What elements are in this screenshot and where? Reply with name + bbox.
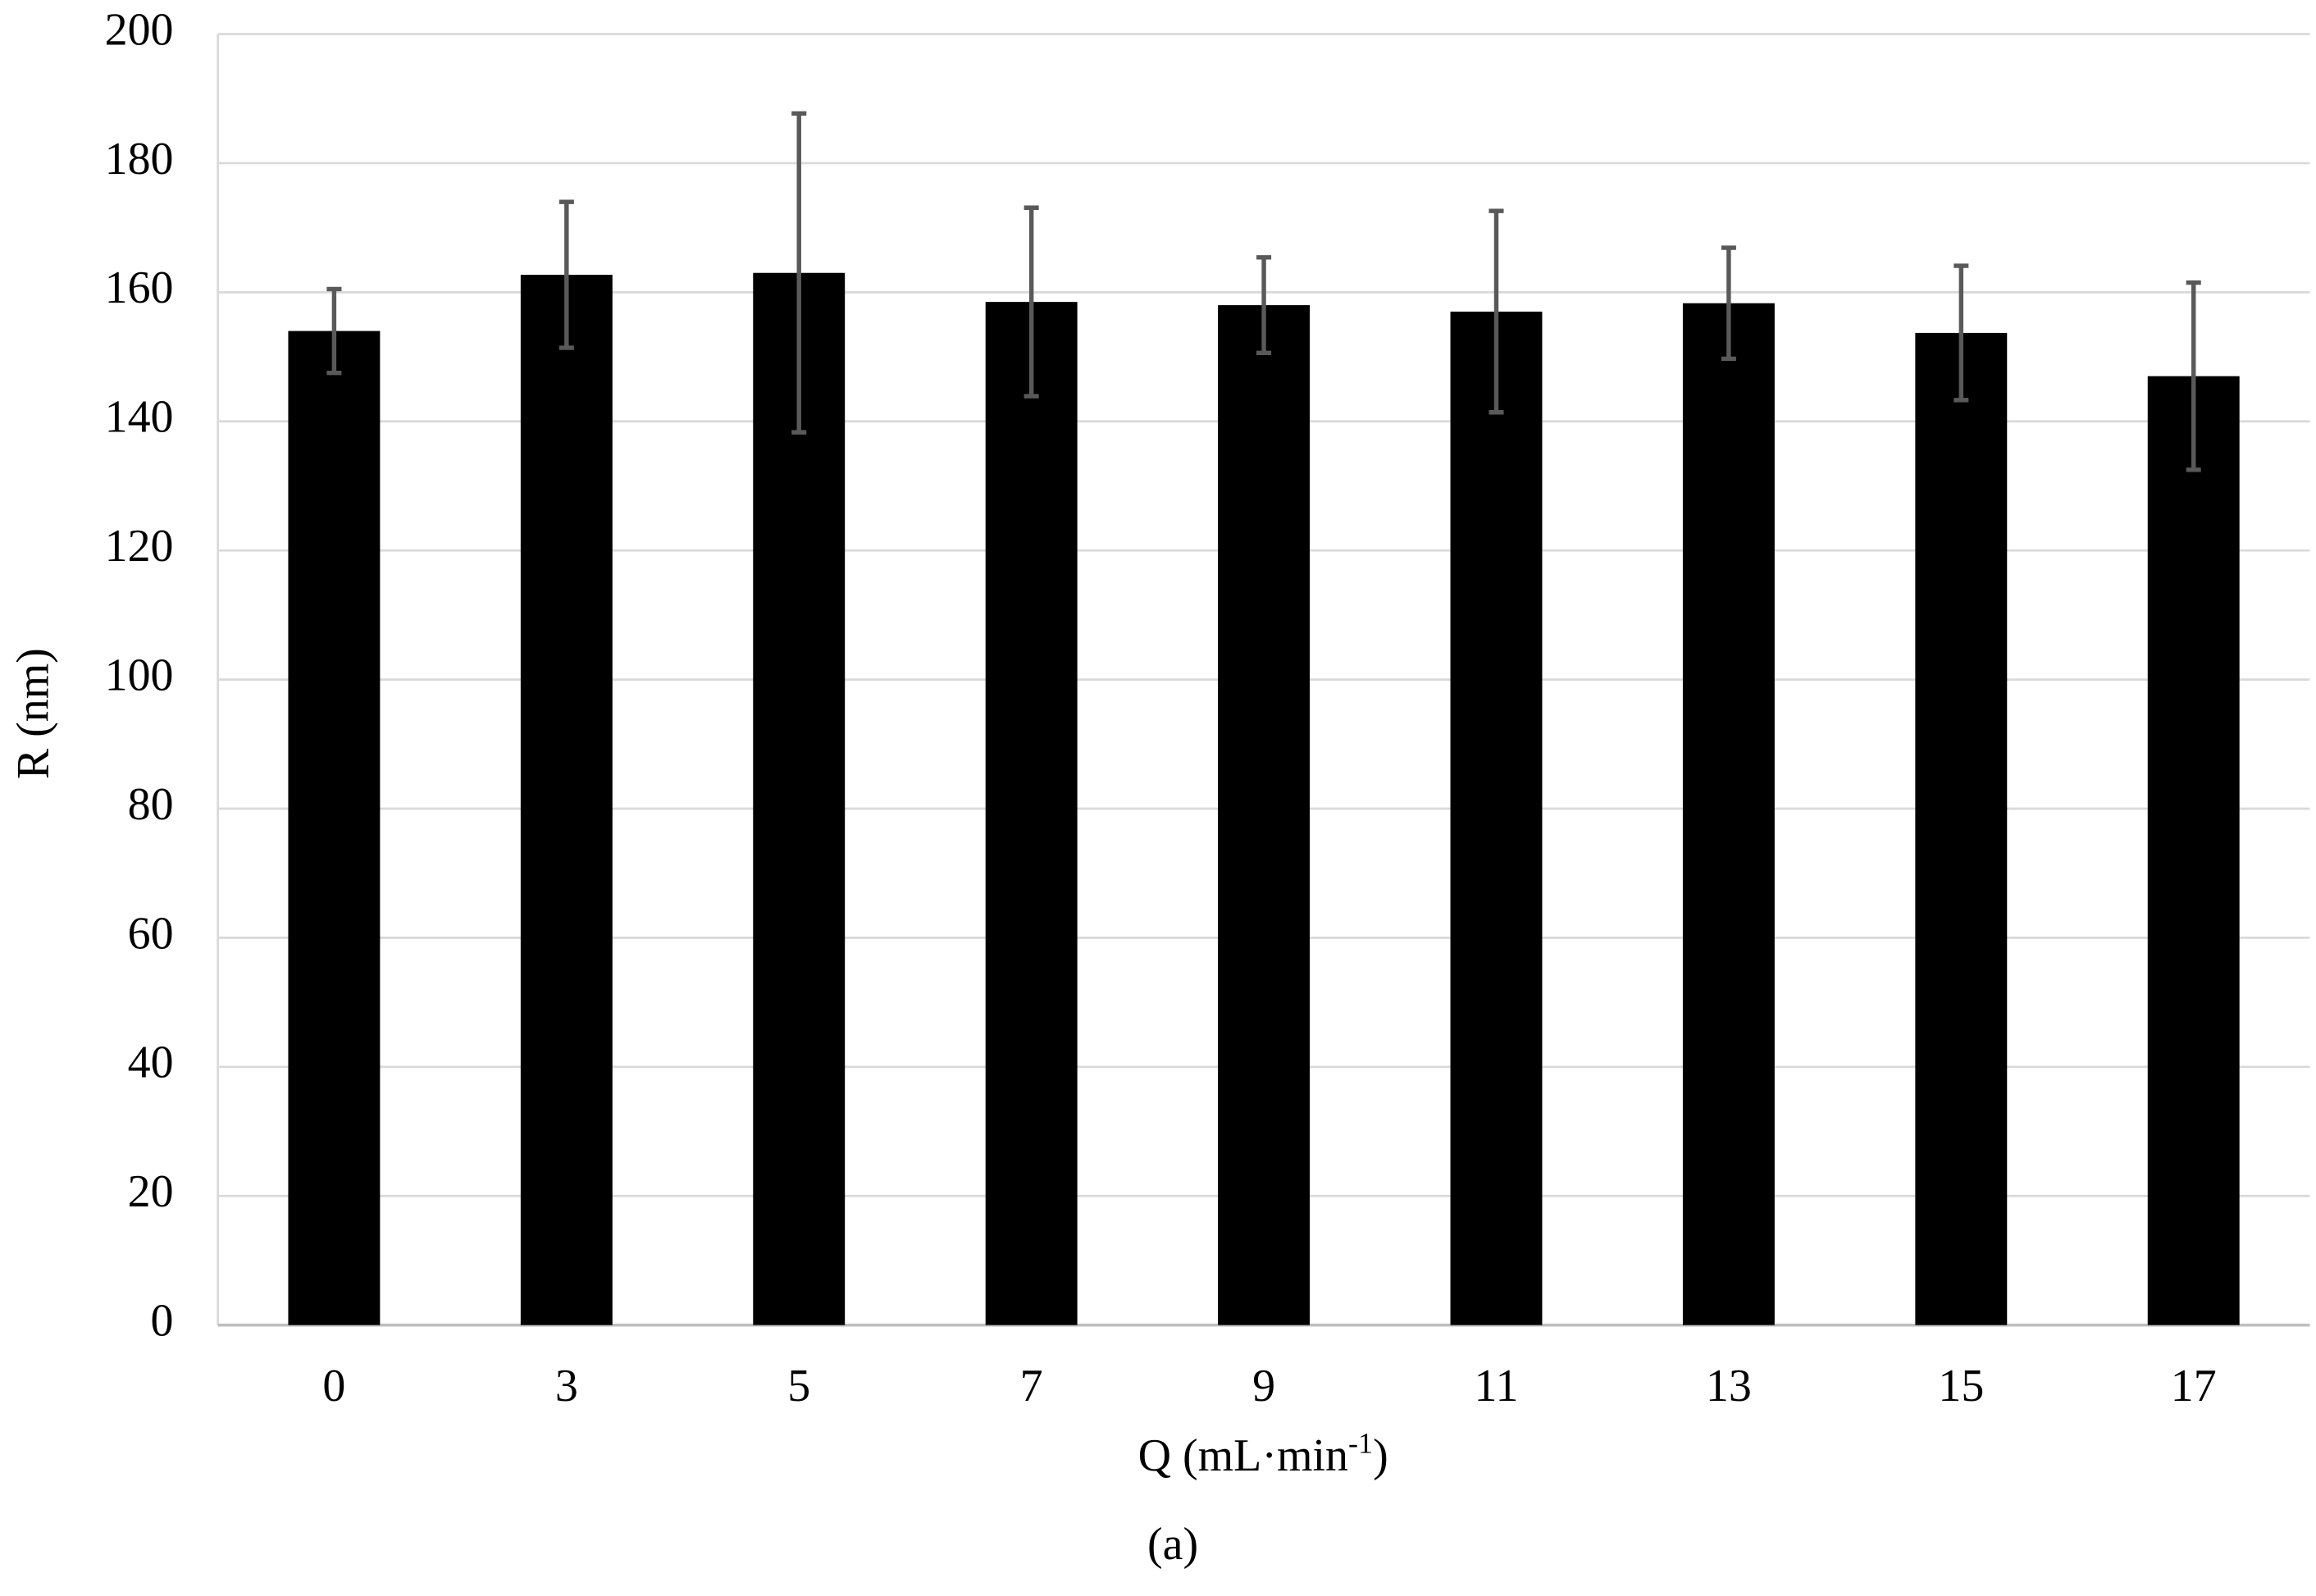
- bar: [1218, 305, 1311, 1325]
- y-tick-label: 200: [105, 4, 174, 55]
- x-axis-label: Q (mL·min-1): [1138, 1427, 1388, 1481]
- y-tick-label: 120: [105, 521, 174, 572]
- y-tick-label: 20: [128, 1166, 174, 1217]
- error-bar: [326, 286, 342, 376]
- error-bar: [1024, 205, 1039, 399]
- x-axis-label-superscript: -1: [1348, 1427, 1373, 1460]
- x-tick-label: 5: [787, 1361, 810, 1411]
- error-bar: [558, 199, 574, 350]
- y-tick-label: 60: [128, 908, 174, 959]
- bar: [2147, 376, 2240, 1325]
- error-bar: [791, 111, 807, 435]
- bar: [520, 275, 613, 1325]
- error-bar: [1721, 245, 1736, 362]
- error-bar: [1256, 255, 1272, 356]
- x-tick-label: 7: [1020, 1361, 1043, 1411]
- bar: [288, 331, 381, 1325]
- bar: [1682, 303, 1775, 1325]
- bar: [1915, 332, 2008, 1325]
- y-tick-label: 80: [128, 779, 174, 830]
- y-tick-label: 40: [128, 1037, 174, 1088]
- x-tick-label: 13: [1706, 1361, 1752, 1411]
- x-tick-label: 3: [555, 1361, 578, 1411]
- error-bar: [2186, 280, 2201, 472]
- bar: [1450, 311, 1543, 1325]
- x-tick-label: 15: [1938, 1361, 1984, 1411]
- y-tick-label: 100: [105, 650, 174, 700]
- x-tick-label: 11: [1475, 1361, 1519, 1411]
- y-axis-label: R (nm): [7, 648, 58, 779]
- y-tick-label: 180: [105, 134, 174, 185]
- x-tick-label: 9: [1252, 1361, 1275, 1411]
- y-tick-label: 140: [105, 392, 174, 443]
- x-axis-label-suffix: ): [1373, 1430, 1388, 1481]
- x-axis-label-text: Q (mL·min: [1138, 1430, 1348, 1481]
- bar: [985, 302, 1078, 1325]
- y-tick-label: 0: [151, 1295, 174, 1346]
- error-bar: [1489, 208, 1504, 415]
- x-tick-label: 0: [322, 1361, 345, 1411]
- error-bar: [1954, 263, 1969, 403]
- y-tick-label: 160: [105, 262, 174, 313]
- x-tick-label: 17: [2171, 1361, 2217, 1411]
- caption: (a): [1147, 1519, 1198, 1570]
- bar: [753, 272, 846, 1325]
